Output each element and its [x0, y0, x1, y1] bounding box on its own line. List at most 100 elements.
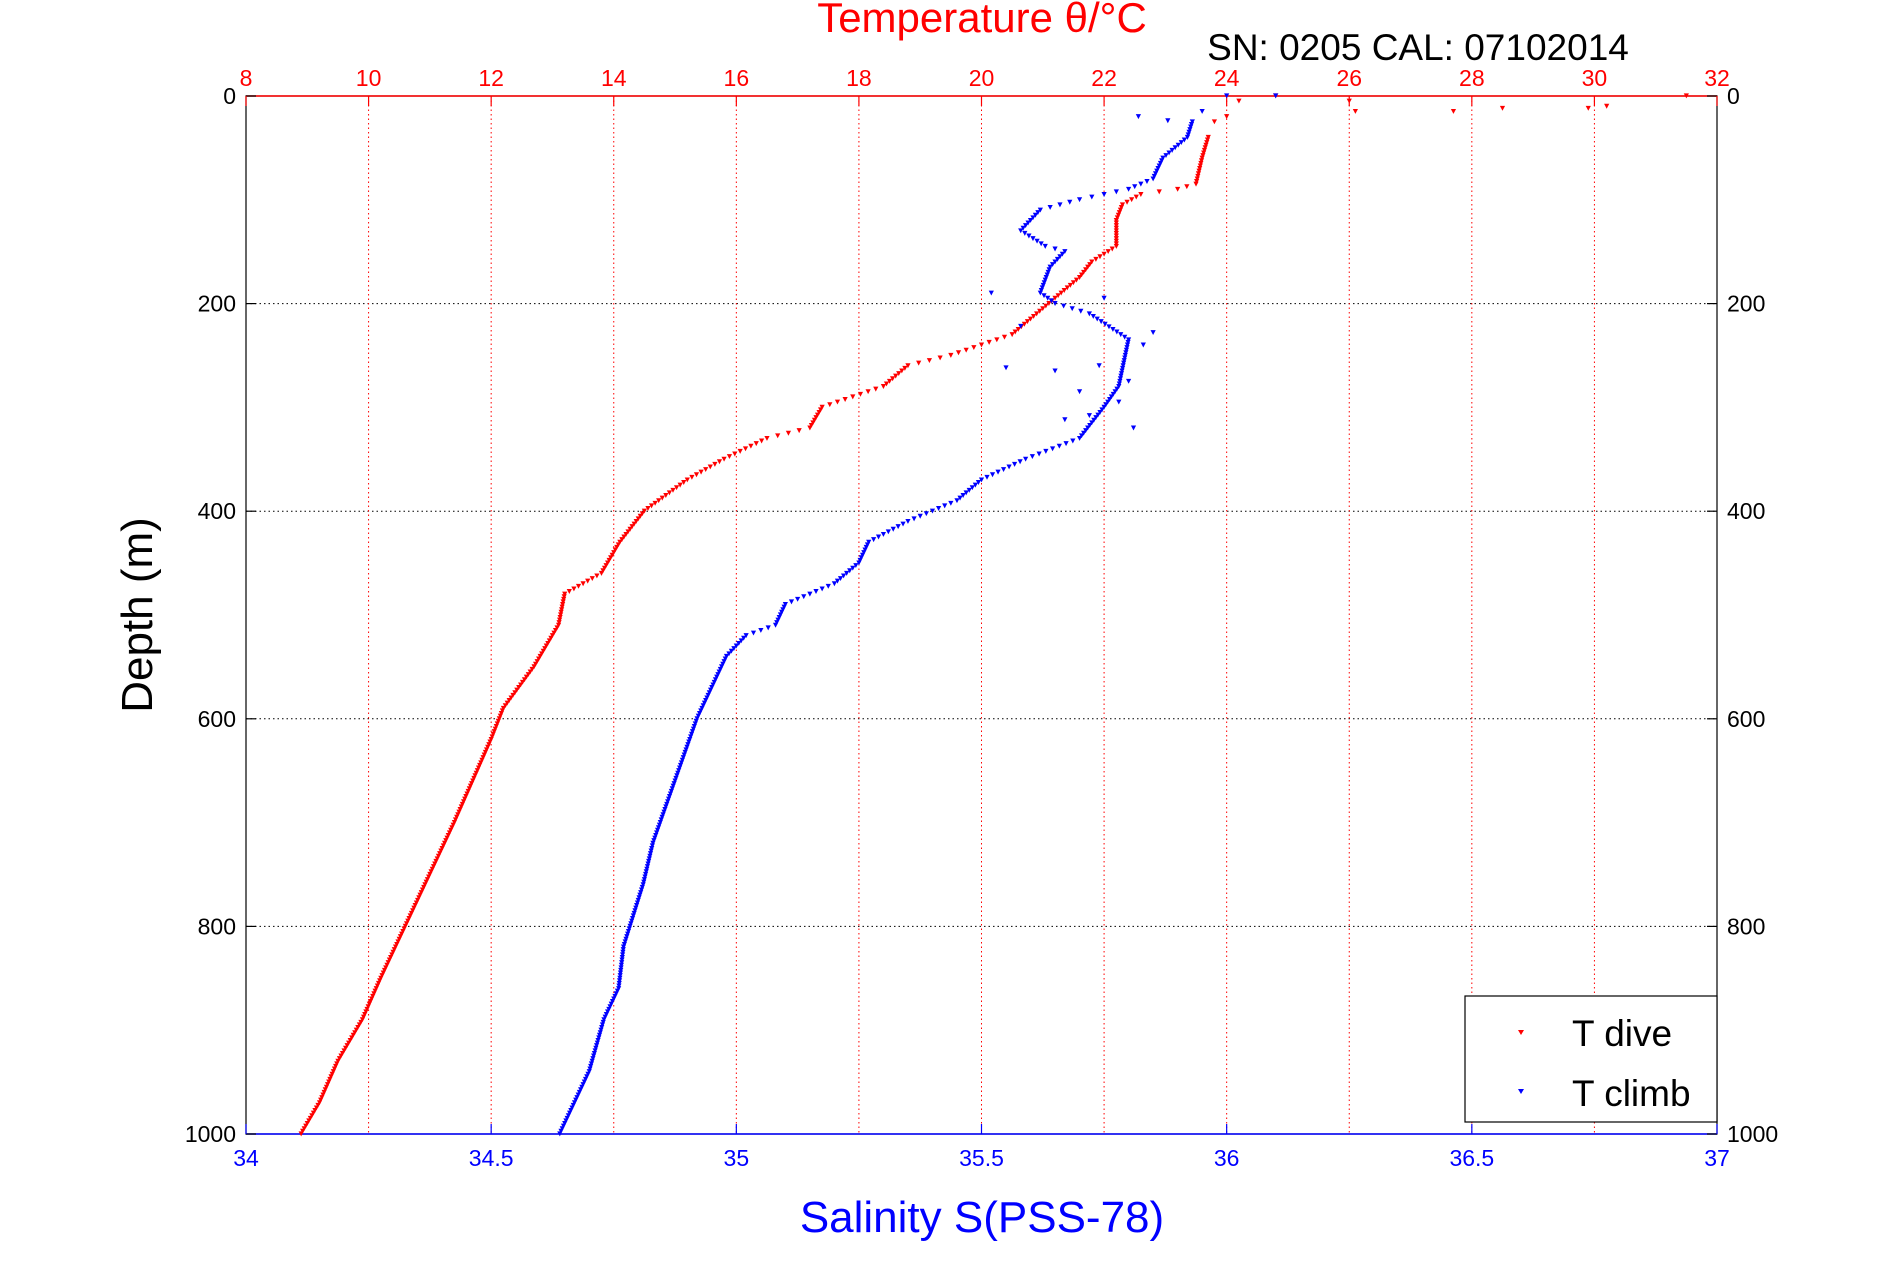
t-climb-point [880, 531, 887, 537]
t-dive-point [434, 856, 440, 862]
t-dive-point [1116, 210, 1123, 216]
t-dive-point [600, 568, 606, 574]
t-climb-point [1020, 225, 1026, 231]
t-dive-point [1203, 142, 1209, 148]
t-dive-point [1194, 179, 1200, 184]
t-climb-point [675, 770, 681, 776]
t-dive-point [689, 474, 695, 480]
t-dive-point [518, 682, 524, 688]
t-climb-point [695, 713, 701, 719]
t-dive-point [316, 1100, 323, 1106]
t-climb-point [1121, 360, 1127, 366]
t-dive-point [516, 685, 522, 690]
t-climb-point [681, 752, 687, 758]
t-dive-point [519, 679, 526, 685]
t-dive-point [635, 516, 641, 522]
y-tick-label-right: 1000 [1727, 1121, 1778, 1147]
t-dive-point [1199, 155, 1205, 161]
t-dive-point [1113, 230, 1119, 236]
t-climb-point [632, 908, 638, 914]
t-climb-point [616, 983, 622, 989]
t-dive-point [1117, 207, 1124, 213]
t-climb-point [686, 739, 692, 745]
t-climb-point [960, 493, 966, 498]
t-climb-point [696, 711, 703, 716]
t-dive-point [497, 713, 503, 719]
t-dive-point [834, 399, 841, 405]
t-dive-point [753, 441, 759, 447]
t-dive-point [1043, 303, 1049, 309]
t-dive-point [435, 853, 442, 859]
t-dive-point [850, 394, 856, 400]
t-dive-point [408, 910, 415, 916]
t-climb-point [1067, 199, 1073, 205]
legend-marker-t-climb [1518, 1089, 1524, 1094]
t-dive-point [440, 843, 446, 849]
t-dive-point [512, 690, 518, 696]
t-dive-point [445, 832, 451, 838]
t-climb-point [819, 586, 825, 592]
t-climb-point [1186, 129, 1192, 135]
t-dive-point [419, 887, 426, 893]
t-dive-point [487, 739, 493, 745]
t-dive-point [339, 1050, 346, 1056]
t-dive-point [372, 988, 378, 994]
t-dive-point [380, 970, 386, 976]
t-climb-point [1150, 330, 1156, 336]
t-dive-point [561, 596, 567, 602]
t-dive-point [1201, 147, 1208, 153]
t-climb-point [640, 882, 646, 888]
t-dive-point [539, 651, 545, 657]
t-dive-point [300, 1128, 306, 1134]
t-dive-point [369, 996, 375, 1002]
t-dive-point [363, 1009, 369, 1015]
y-tick-label-left: 1000 [185, 1121, 236, 1147]
t-dive-point [549, 633, 556, 639]
t-climb-point [1160, 155, 1166, 161]
t-climb-point [680, 755, 686, 761]
t-dive-point [457, 807, 463, 812]
t-dive-point [916, 360, 922, 366]
t-climb-point [677, 762, 684, 768]
t-climb-point [1029, 454, 1035, 460]
t-climb-point [701, 700, 708, 706]
t-dive-point [1009, 332, 1015, 338]
x-tick-label-top: 14 [601, 65, 627, 91]
t-dive-point [406, 916, 412, 921]
t-climb-point [649, 843, 655, 849]
t-climb-point [676, 768, 682, 774]
t-climb-point [758, 627, 764, 633]
y-tick-label-left: 600 [198, 706, 236, 732]
t-dive-point [1097, 254, 1103, 260]
t-climb-point [650, 840, 656, 846]
t-climb-point [1047, 264, 1053, 270]
t-dive-point [1027, 316, 1034, 322]
t-climb-point [594, 1040, 600, 1046]
t-dive-point [1156, 189, 1162, 195]
t-climb-point [722, 656, 728, 662]
t-dive-point [558, 609, 564, 615]
t-dive-point [1450, 108, 1457, 114]
t-dive-point [560, 599, 566, 605]
t-climb-point [580, 1082, 586, 1088]
t-climb-point [726, 651, 732, 657]
t-dive-point [785, 430, 792, 436]
t-climb-point [1121, 358, 1127, 364]
t-dive-point [1037, 308, 1043, 314]
t-climb-point [1086, 413, 1092, 419]
t-climb-point [1118, 332, 1124, 338]
t-dive-point [441, 840, 448, 846]
x-tick-label-top: 24 [1214, 65, 1240, 91]
t-climb-point [598, 1027, 604, 1033]
t-dive-point [1205, 134, 1211, 140]
t-climb-point [731, 646, 737, 652]
t-dive-point [371, 991, 377, 997]
t-climb-point [586, 1069, 592, 1075]
t-climb-point [984, 474, 990, 480]
t-climb-point [743, 633, 749, 639]
t-dive-point [1114, 215, 1120, 221]
t-climb-point [772, 622, 779, 628]
t-climb-point [581, 1079, 587, 1085]
t-dive-point [811, 417, 818, 423]
x-tick-label-bottom: 35 [724, 1145, 750, 1171]
